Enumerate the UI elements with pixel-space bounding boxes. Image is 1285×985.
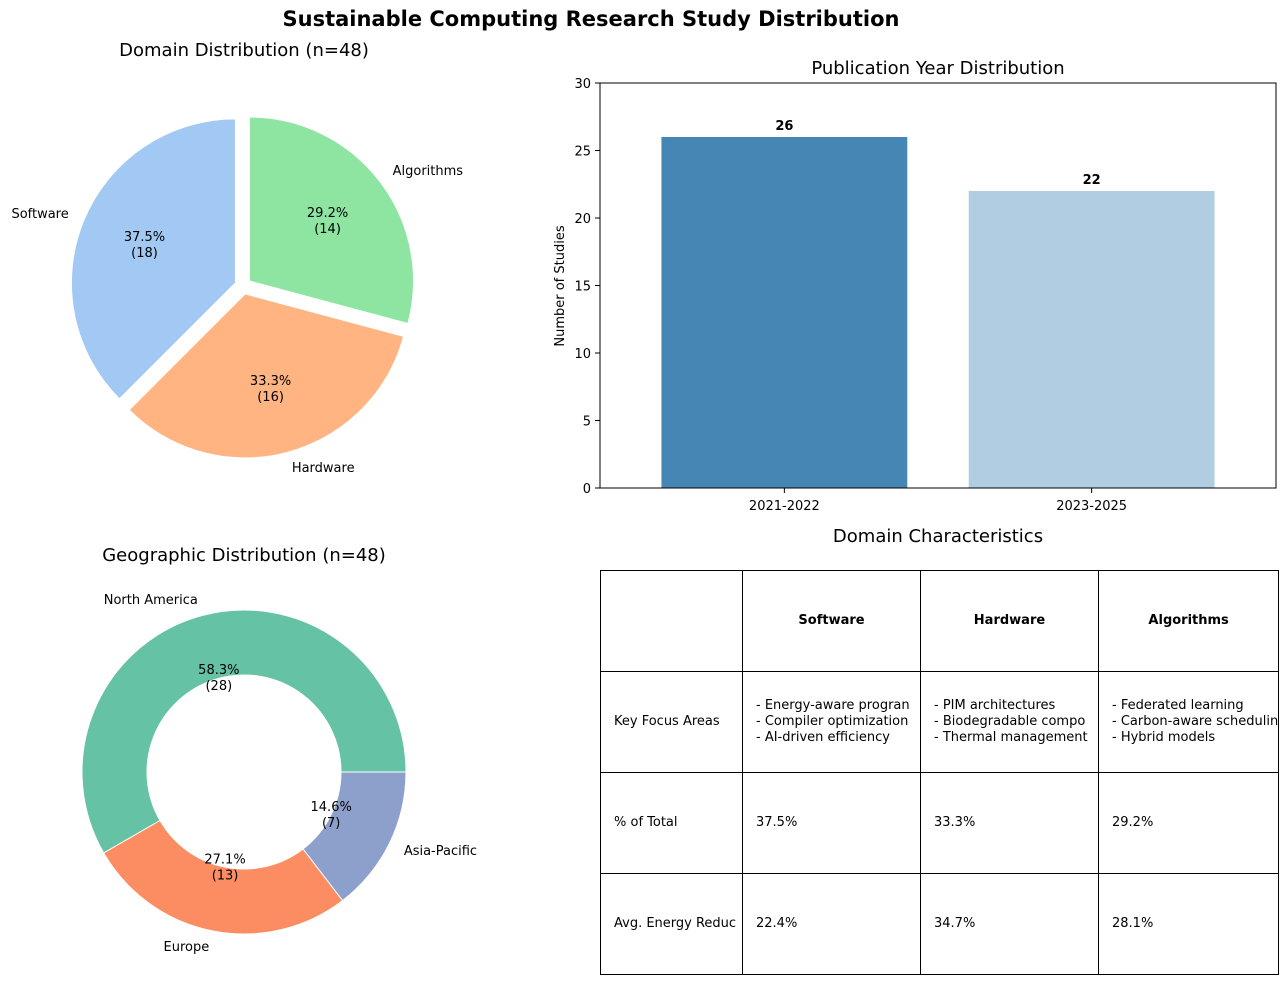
y-tick-label: 0 [583,482,591,497]
table-cell: Key Focus Areas [600,671,743,773]
donut-slice-asia-pacific [302,771,407,902]
table-title: Domain Characteristics [833,526,1043,547]
table-header-cell: Hardware [920,570,1099,672]
pie-slice-hardware [128,293,405,459]
domain-characteristics-table: Software Hardware Algorithms Key Focus A… [600,570,1280,975]
bar-value-label: 22 [1083,173,1101,188]
donut-slice-north-america [81,609,407,854]
pie-percent-label: 29.2% (14) [307,206,348,237]
domain-pie-chart: Domain Distribution (n=48) Software 37.5%… [11,40,463,476]
donut-slice-label: Asia-Pacific [404,844,477,859]
bar-2021-2022 [661,137,908,488]
donut-slice-label: Europe [164,940,210,955]
donut-percent-label: 14.6% (7) [311,800,352,831]
donut-slice-europe [103,819,344,935]
donut-percent-label: 58.3% (28) [198,663,239,694]
table-row: Key Focus Areas - Energy-aware progran -… [600,671,1280,773]
table-cell: 34.7% [920,873,1099,975]
y-tick-label: 5 [583,415,591,430]
domain-pie-title: Domain Distribution (n=48) [119,40,369,61]
geo-donut-chart: Geographic Distribution (n=48) North Ame… [81,545,477,955]
table-cell: 37.5% [742,772,921,874]
pie-percent-label: 37.5% (18) [124,230,165,261]
bar-plot-frame [599,82,1277,489]
table-cell: - Energy-aware progran - Compiler optimi… [742,671,921,773]
pie-slice-label: Software [11,207,68,222]
donut-percent-label: 27.1% (13) [204,852,245,883]
x-tick-label: 2021-2022 [749,499,820,514]
table-row: % of Total 37.5% 33.3% 29.2% [600,772,1280,874]
pie-slice-software [70,118,236,400]
x-tick-label: 2023-2025 [1056,499,1127,514]
bar-chart-title: Publication Year Distribution [811,58,1064,79]
pie-percent-label: 33.3% (16) [250,374,291,405]
table-header-cell: Algorithms [1097,570,1280,672]
table-header-cell: Software [742,570,921,672]
table-cell: - Federated learning - Carbon-aware sche… [1097,671,1280,773]
table-cell: 29.2% [1097,772,1280,874]
table-cell: % of Total [600,772,743,874]
table-cell: 22.4% [742,873,921,975]
pie-slice-algorithms [249,116,414,325]
bar-value-label: 26 [775,119,793,134]
table-cell: 28.1% [1097,873,1280,975]
y-tick-label: 15 [574,280,591,295]
table-header-row: Software Hardware Algorithms [600,570,1280,672]
pie-slice-label: Algorithms [393,164,464,179]
donut-slice-label: North America [104,593,198,608]
bar-ylabel: Number of Studies [553,225,568,346]
pie-slice-label: Hardware [292,461,355,476]
figure-title: Sustainable Computing Research Study Dis… [283,7,900,31]
table-row: Avg. Energy Reduc 22.4% 34.7% 28.1% [600,873,1280,975]
publication-bar-chart: Publication Year Distribution 0 5 10 15 20 25… [553,58,1277,514]
table-header-cell [600,570,743,672]
y-tick-label: 20 [574,212,591,227]
bar-2023-2025 [968,191,1215,488]
y-tick-label: 25 [574,145,591,160]
table-cell: Avg. Energy Reduc [600,873,743,975]
table-cell: 33.3% [920,772,1099,874]
y-tick-label: 30 [574,77,591,92]
geo-donut-title: Geographic Distribution (n=48) [102,545,386,566]
table-cell: - PIM architectures - Biodegradable comp… [920,671,1099,773]
y-tick-label: 10 [574,347,591,362]
